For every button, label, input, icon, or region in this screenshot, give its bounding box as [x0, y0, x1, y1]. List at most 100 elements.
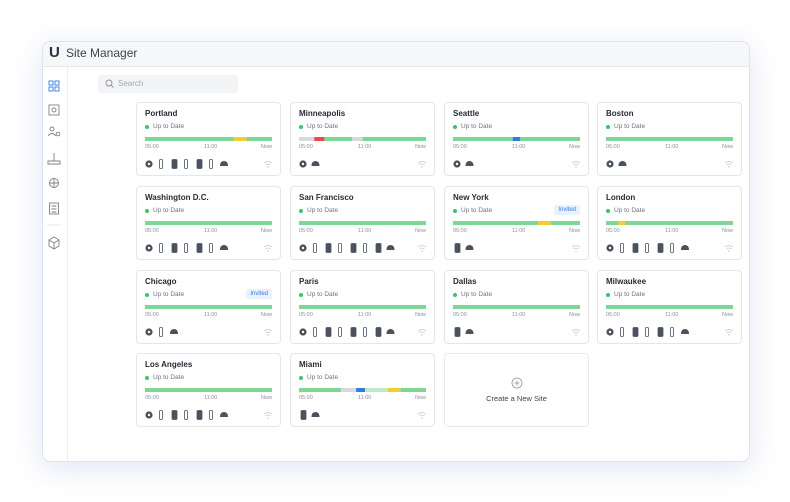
time-label: 11:00 — [512, 144, 526, 150]
device-icon — [350, 243, 357, 253]
time-label: 05:00 — [453, 312, 467, 318]
plus-icon — [511, 377, 523, 389]
wifi-dot — [421, 166, 423, 168]
time-label: Now — [414, 312, 426, 318]
time-label: 05:00 — [299, 228, 313, 234]
site-name: Dallas — [453, 277, 477, 286]
uptime-segment — [299, 221, 426, 225]
device-icon — [454, 327, 461, 337]
site-card[interactable]: Los Angeles Up to Date 05:00 11:00 Now — [136, 353, 281, 427]
uptime-segment — [324, 137, 353, 141]
device-icon — [386, 245, 395, 250]
device-icon-dot — [301, 246, 305, 250]
site-name: Boston — [606, 109, 634, 118]
site-card[interactable]: Seattle Up to Date 05:00 11:00 Now — [444, 102, 589, 176]
device-icon — [620, 243, 624, 253]
time-label: 05:00 — [299, 144, 313, 150]
wifi-icon — [417, 412, 426, 417]
wifi-icon — [263, 412, 272, 417]
invite-badge: Invited — [554, 205, 580, 215]
device-icon — [159, 243, 163, 253]
search-box[interactable]: Search — [98, 75, 238, 93]
site-card[interactable]: Washington D.C. Up to Date 05:00 11:00 Now — [136, 186, 281, 260]
time-label: 05:00 — [145, 144, 159, 150]
time-label: 05:00 — [606, 312, 620, 318]
device-icons — [454, 327, 580, 337]
wifi-icon — [263, 329, 272, 334]
uptime-segment — [145, 305, 272, 309]
uptime-segment — [299, 305, 426, 309]
wifi-icon — [724, 245, 733, 250]
status-dot — [299, 209, 303, 213]
site-card[interactable]: Paris Up to Date 05:00 11:00 Now — [290, 270, 435, 344]
device-icon-dot — [147, 162, 151, 166]
device-icons — [145, 243, 272, 253]
time-label: 05:00 — [145, 312, 159, 318]
wifi-icon — [724, 161, 733, 166]
uptime-segment — [246, 137, 272, 141]
search-placeholder: Search — [118, 79, 144, 88]
wifi-dot — [267, 417, 269, 419]
title-bar: U Site Manager — [43, 42, 749, 67]
sidebar-icons — [47, 80, 61, 250]
time-label: 05:00 — [299, 312, 313, 318]
site-card[interactable]: New York Up to Date Invited 05:00 11:00 Now — [444, 186, 589, 260]
site-card[interactable]: London Up to Date 05:00 11:00 Now — [597, 186, 742, 260]
time-label: 11:00 — [358, 395, 372, 401]
time-label: 11:00 — [665, 144, 679, 150]
time-label: 05:00 — [145, 395, 159, 401]
wifi-icon — [571, 161, 580, 166]
uptime-bar — [299, 137, 426, 141]
device-icon — [363, 243, 367, 253]
device-icon — [220, 245, 228, 250]
site-name: London — [606, 193, 636, 202]
status-dot — [299, 125, 303, 129]
time-label: Now — [260, 395, 272, 401]
site-card[interactable]: San Francisco Up to Date 05:00 11:00 Now — [290, 186, 435, 260]
uptime-segment — [453, 305, 580, 309]
time-label: Now — [568, 312, 580, 318]
time-label: 11:00 — [512, 228, 526, 234]
device-icons — [454, 243, 580, 253]
site-card[interactable]: Dallas Up to Date 05:00 11:00 Now — [444, 270, 589, 344]
nav-devices[interactable] — [47, 153, 61, 165]
create-site-card[interactable]: Create a New Site — [444, 353, 589, 427]
time-label: 11:00 — [358, 228, 372, 234]
wifi-icon — [571, 245, 580, 250]
device-icon — [209, 410, 213, 420]
time-label: Now — [414, 228, 426, 234]
site-status: Up to Date — [461, 207, 493, 214]
wifi-dot — [728, 250, 730, 252]
wifi-icon — [263, 161, 272, 166]
site-card[interactable]: Boston Up to Date 05:00 11:00 Now — [597, 102, 742, 176]
time-label: 11:00 — [358, 144, 372, 150]
device-icon — [196, 410, 203, 420]
uptime-segment — [512, 137, 521, 141]
uptime-bar — [606, 305, 733, 309]
device-icon-dot — [455, 162, 459, 166]
wifi-icon — [417, 329, 426, 334]
wifi-icon — [724, 329, 733, 334]
wifi-dot — [575, 166, 577, 168]
time-label: 11:00 — [204, 395, 218, 401]
site-card[interactable]: Miami Up to Date 05:00 11:00 Now — [290, 353, 435, 427]
nav-topology[interactable] — [48, 104, 60, 116]
device-icon — [375, 327, 382, 337]
time-label: Now — [260, 312, 272, 318]
device-icon — [681, 329, 689, 334]
device-icons — [606, 160, 733, 168]
status-dot — [145, 125, 149, 129]
nav-logs[interactable] — [49, 202, 59, 215]
site-card[interactable]: Portland Up to Date 05:00 11:00 Now — [136, 102, 281, 176]
device-icon-dot — [608, 162, 612, 166]
nav-packages[interactable] — [48, 236, 60, 250]
nav-users[interactable] — [47, 126, 61, 137]
uptime-bar — [453, 137, 580, 141]
time-label: Now — [721, 312, 733, 318]
nav-internet[interactable] — [49, 178, 59, 188]
site-card[interactable]: Chicago Up to Date Invited 05:00 11:00 Now — [136, 270, 281, 344]
device-icon — [465, 329, 474, 334]
nav-dashboard[interactable] — [48, 80, 60, 92]
site-card[interactable]: Milwaukee Up to Date 05:00 11:00 Now — [597, 270, 742, 344]
site-card[interactable]: Minneapolis Up to Date 05:00 11:00 Now — [290, 102, 435, 176]
